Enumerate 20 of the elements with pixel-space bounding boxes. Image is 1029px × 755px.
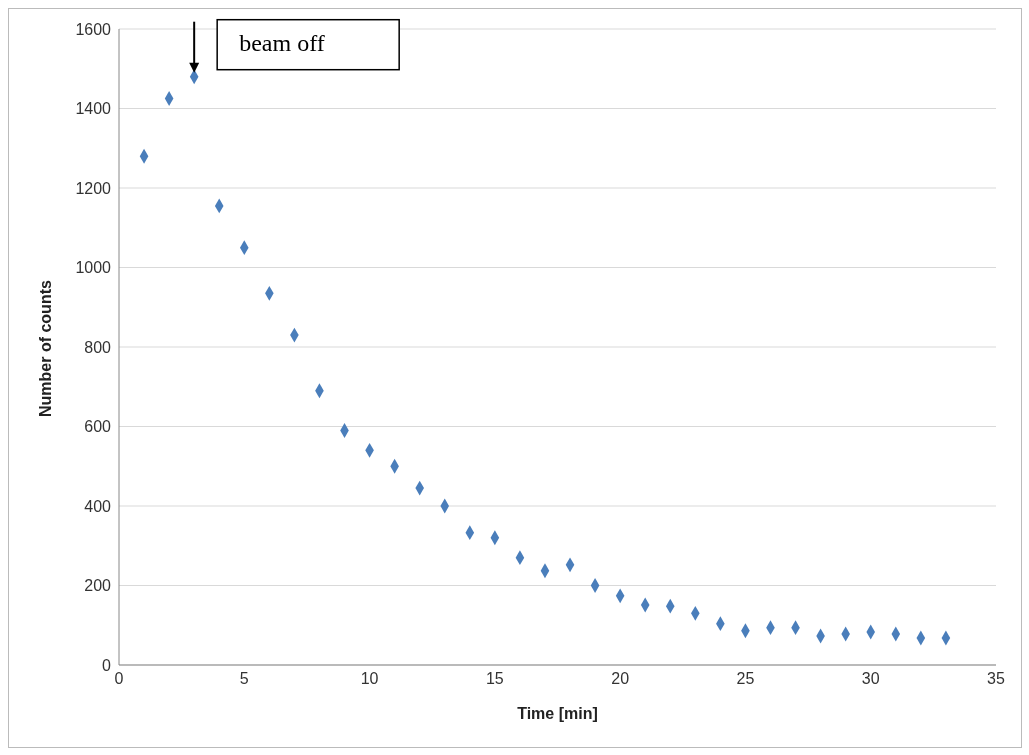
y-tick-label: 800: [84, 338, 112, 356]
x-tick-label: 15: [485, 670, 504, 688]
y-tick-label: 1400: [75, 100, 112, 118]
y-tick-label: 400: [84, 497, 112, 515]
x-tick-label: 5: [239, 670, 249, 688]
y-tick-label: 1600: [75, 20, 112, 38]
x-tick-label: 25: [736, 670, 755, 688]
x-tick-label: 10: [360, 670, 379, 688]
y-tick-label: 0: [102, 656, 112, 674]
x-tick-label: 35: [987, 670, 1005, 688]
annotation: beam off: [239, 29, 325, 56]
y-tick-label: 200: [84, 577, 112, 595]
y-axis-title: Number of counts: [36, 280, 54, 417]
x-axis-title: Time [min]: [517, 705, 598, 722]
x-tick-label: 30: [861, 670, 880, 688]
x-tick-label: 0: [114, 670, 124, 688]
y-tick-label: 1000: [75, 259, 112, 277]
y-tick-label: 600: [84, 418, 112, 436]
x-tick-label: 20: [611, 670, 630, 688]
y-tick-label: 1200: [75, 179, 112, 197]
